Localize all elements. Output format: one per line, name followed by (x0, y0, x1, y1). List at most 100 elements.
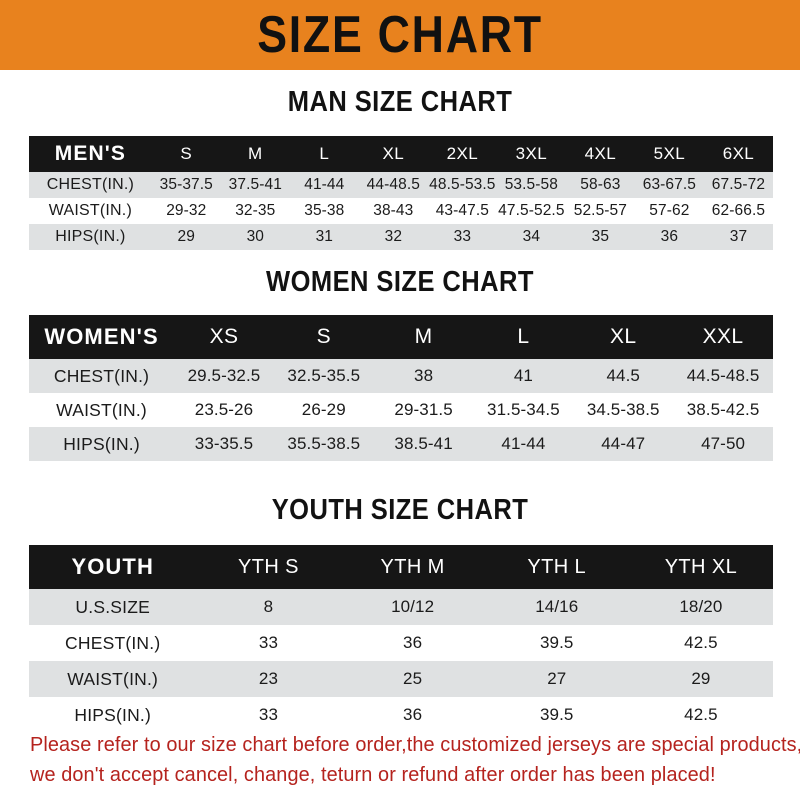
men-column-header: 3XL (515, 144, 548, 163)
men-column-header: 4XL (584, 144, 617, 163)
men-measurement-cell: 57-62 (649, 202, 690, 219)
table-row: HIPS(IN.) 33-35.5 35.5-38.5 38.5-41 41-44 44-… (29, 427, 773, 461)
women-section-title: WOMEN SIZE CHART (266, 266, 534, 298)
men-measurement-cell: 33 (453, 228, 472, 245)
women-measurement-cell: 34.5-38.5 (586, 400, 660, 419)
women-header-row: WOMEN'S XS S M L XL XXL (29, 315, 773, 359)
women-corner-label: WOMEN'S (44, 324, 159, 349)
men-corner-label: MEN'S (54, 142, 126, 165)
youth-measurement-cell: 42.5 (684, 633, 718, 652)
women-measurement-cell: 47-50 (701, 434, 746, 453)
youth-measurement-cell: 33 (258, 705, 279, 724)
men-measurement-cell: 37.5-41 (228, 176, 282, 193)
page-title: SIZE CHART (257, 6, 543, 64)
men-section-title: MAN SIZE CHART (287, 86, 513, 118)
youth-table-body: YOUTH YTH S YTH M YTH L YTH XL U.S.SIZE 8 10/12… (29, 545, 773, 733)
order-policy-notice: Please refer to our size chart before or… (30, 730, 800, 789)
youth-measurement-cell: 14/16 (535, 597, 579, 616)
men-measurement-cell: 41-44 (304, 176, 345, 193)
women-column-header: L (517, 325, 530, 348)
table-row: HIPS(IN.) 29 30 31 32 33 34 35 36 37 (29, 224, 773, 250)
men-column-header: 2XL (446, 144, 479, 163)
women-measurement-cell: 23.5-26 (194, 400, 254, 419)
women-measurement-cell: 32.5-35.5 (287, 366, 361, 385)
women-measurement-cell: 38.5-41 (394, 434, 453, 453)
men-measurement-cell: 36 (660, 228, 679, 245)
men-measurement-cell: 58-63 (580, 176, 621, 193)
women-measurement-cell: 26-29 (301, 400, 346, 419)
youth-column-header: YTH XL (664, 555, 738, 578)
youth-measurement-cell: 23 (258, 669, 279, 688)
men-column-header: M (248, 144, 263, 163)
men-column-header: 6XL (722, 144, 755, 163)
men-column-header: S (180, 144, 193, 163)
men-measurement-cell: 48.5-53.5 (429, 176, 496, 193)
men-table-body: MEN'S S M L XL 2XL 3XL 4XL 5XL 6XL CHEST(IN.) 35-37… (29, 136, 773, 250)
women-measurement-cell: 29.5-32.5 (187, 366, 261, 385)
men-measurement-cell: 30 (246, 228, 265, 245)
youth-row-label: CHEST(IN.) (65, 632, 161, 653)
men-measurement-cell: 32 (384, 228, 403, 245)
men-measurement-cell: 44-48.5 (366, 176, 420, 193)
men-row-label: HIPS(IN.) (55, 228, 126, 245)
men-measurement-cell: 38-43 (373, 202, 414, 219)
men-size-table: MEN'S S M L XL 2XL 3XL 4XL 5XL 6XL CHEST(IN.) 35-37… (29, 136, 773, 250)
women-measurement-cell: 33-35.5 (194, 434, 254, 453)
youth-corner-label: YOUTH (71, 554, 154, 579)
men-measurement-cell: 35-38 (304, 202, 345, 219)
women-measurement-cell: 41-44 (501, 434, 546, 453)
women-measurement-cell: 35.5-38.5 (287, 434, 361, 453)
youth-measurement-cell: 18/20 (679, 597, 723, 616)
youth-measurement-cell: 36 (403, 705, 423, 724)
women-measurement-cell: 29-31.5 (394, 400, 453, 419)
youth-section-title: YOUTH SIZE CHART (271, 494, 529, 526)
youth-measurement-cell: 42.5 (684, 705, 718, 724)
youth-measurement-cell: 27 (547, 669, 567, 688)
table-row: WAIST(IN.) 23 25 27 29 (29, 661, 773, 697)
women-column-header: XS (209, 325, 239, 348)
men-measurement-cell: 34 (522, 228, 541, 245)
table-row: CHEST(IN.) 29.5-32.5 32.5-35.5 38 41 44.5 44.5… (29, 359, 773, 393)
women-measurement-cell: 44-47 (601, 434, 646, 453)
youth-column-header: YTH M (380, 555, 445, 578)
men-measurement-cell: 47.5-52.5 (498, 202, 565, 219)
men-measurement-cell: 67.5-72 (711, 176, 766, 193)
men-measurement-cell: 63-67.5 (642, 176, 697, 193)
youth-column-header: YTH S (238, 555, 299, 578)
women-measurement-cell: 44.5 (606, 366, 640, 385)
women-measurement-cell: 38.5-42.5 (686, 400, 760, 419)
women-column-header: M (414, 325, 433, 348)
women-table-body: WOMEN'S XS S M L XL XXL CHEST(IN.) 29.5-32.5 32.5… (29, 315, 773, 461)
table-row: WAIST(IN.) 29-32 32-35 35-38 38-43 43-47.5 47.… (29, 198, 773, 224)
youth-column-header: YTH L (527, 555, 587, 578)
men-row-label: WAIST(IN.) (48, 202, 132, 219)
women-column-header: XXL (702, 325, 744, 348)
men-measurement-cell: 53.5-58 (504, 176, 558, 193)
women-row-label: WAIST(IN.) (56, 399, 147, 420)
youth-measurement-cell: 39.5 (539, 633, 574, 652)
men-measurement-cell: 35-37.5 (159, 176, 213, 193)
women-column-header: XL (609, 325, 637, 348)
men-column-header: L (319, 144, 330, 163)
men-column-header: 5XL (653, 144, 686, 163)
women-column-header: S (316, 325, 331, 348)
youth-measurement-cell: 25 (403, 669, 423, 688)
men-measurement-cell: 37 (729, 228, 748, 245)
table-row: CHEST(IN.) 33 36 39.5 42.5 (29, 625, 773, 661)
women-measurement-cell: 41 (513, 366, 533, 385)
youth-size-table: YOUTH YTH S YTH M YTH L YTH XL U.S.SIZE 8 10/12… (29, 545, 773, 733)
page-banner: SIZE CHART (0, 0, 800, 70)
table-row: HIPS(IN.) 33 36 39.5 42.5 (29, 697, 773, 733)
men-measurement-cell: 52.5-57 (573, 202, 627, 219)
table-row: U.S.SIZE 8 10/12 14/16 18/20 (29, 589, 773, 625)
men-measurement-cell: 35 (591, 228, 610, 245)
youth-row-label: HIPS(IN.) (74, 704, 152, 725)
table-row: WAIST(IN.) 23.5-26 26-29 29-31.5 31.5-34.5 34… (29, 393, 773, 427)
men-row-label: CHEST(IN.) (46, 176, 135, 193)
women-measurement-cell: 44.5-48.5 (686, 366, 760, 385)
men-column-header: XL (382, 144, 405, 163)
youth-header-row: YOUTH YTH S YTH M YTH L YTH XL (29, 545, 773, 589)
youth-measurement-cell: 29 (691, 669, 711, 688)
men-measurement-cell: 29 (177, 228, 195, 245)
